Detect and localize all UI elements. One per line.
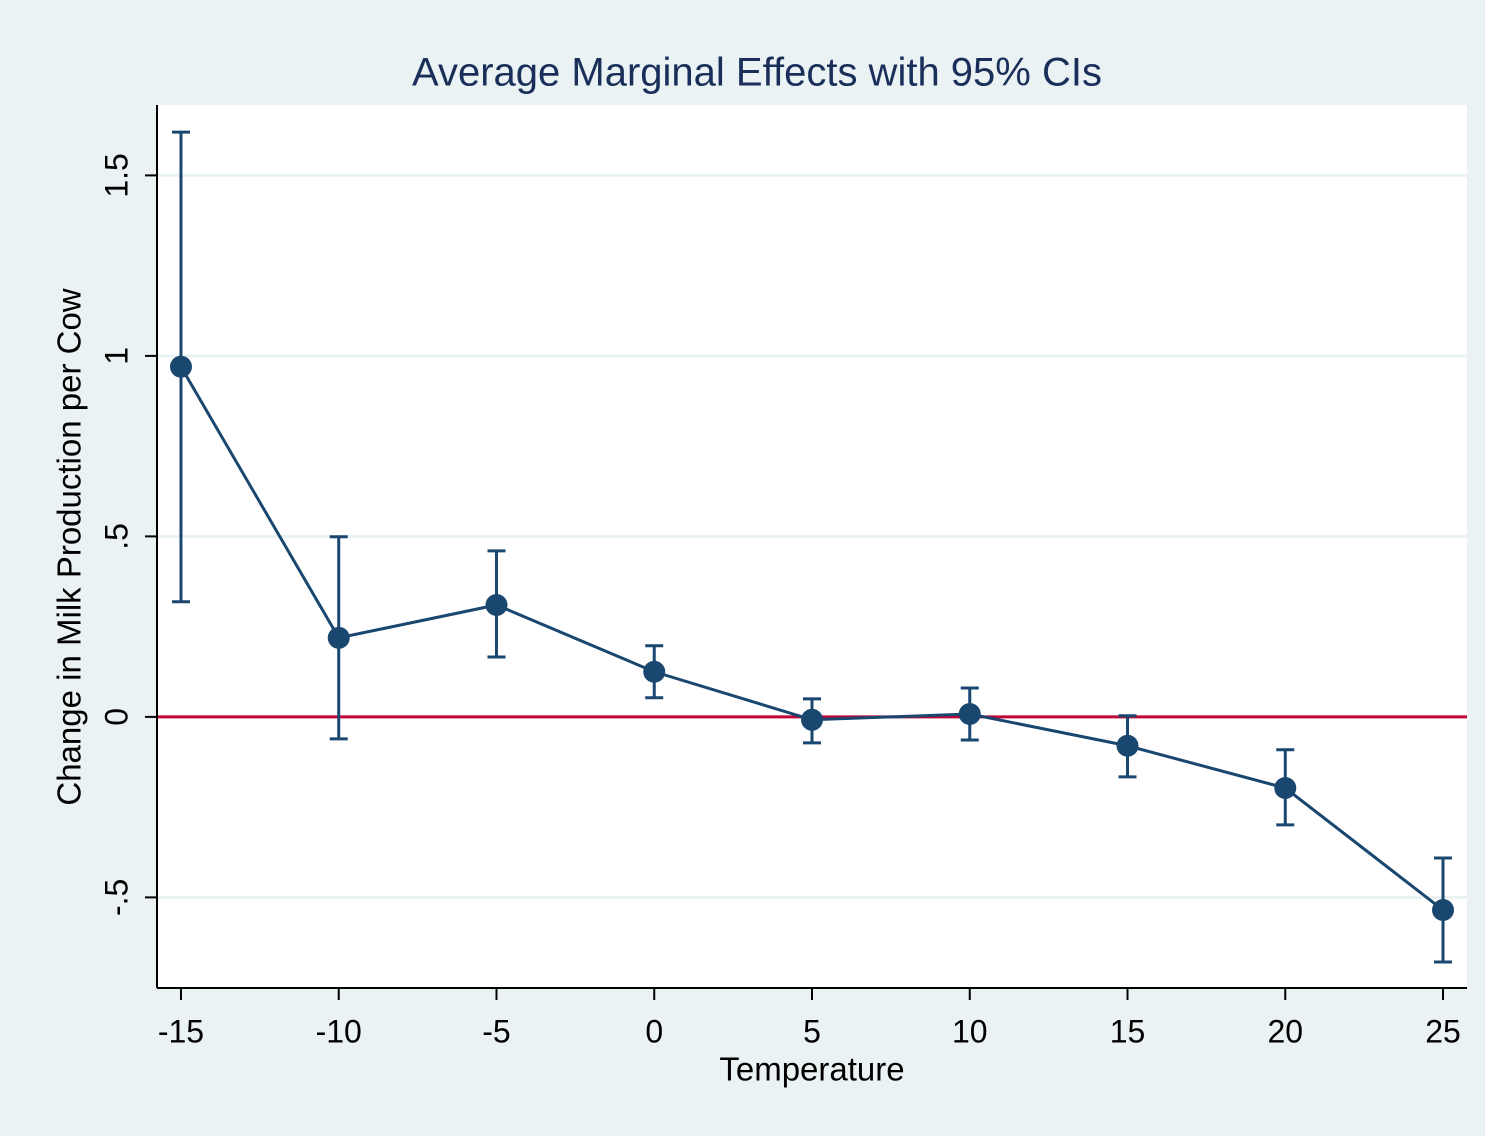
x-tick-label: 10 (952, 1013, 988, 1049)
x-tick-label: -10 (316, 1013, 362, 1049)
y-tick-label: 0 (98, 708, 134, 726)
x-tick-label: 25 (1425, 1013, 1461, 1049)
y-tick-label: -.5 (98, 879, 134, 916)
marker (643, 660, 666, 683)
marker (1432, 899, 1455, 922)
x-tick-label: 20 (1267, 1013, 1303, 1049)
marker (327, 626, 350, 649)
marker (958, 703, 981, 726)
y-tick-label: 1 (98, 347, 134, 365)
chart-title: Average Marginal Effects with 95% CIs (412, 51, 1102, 95)
marker (1116, 734, 1139, 757)
x-axis-title: Temperature (719, 1051, 904, 1088)
y-axis-title: Change in Milk Production per Cow (51, 288, 88, 805)
x-tick-label: 5 (803, 1013, 821, 1049)
x-tick-label: 0 (645, 1013, 663, 1049)
y-tick-label: .5 (98, 523, 134, 550)
marker (169, 355, 192, 378)
marker (801, 708, 823, 731)
plot-area (157, 105, 1467, 988)
x-tick-label: 15 (1110, 1013, 1146, 1049)
y-tick-label: 1.5 (98, 153, 134, 197)
marker (1274, 777, 1297, 800)
marker (485, 593, 508, 616)
x-tick-label: -15 (158, 1013, 204, 1049)
x-tick-label: -5 (482, 1013, 510, 1049)
